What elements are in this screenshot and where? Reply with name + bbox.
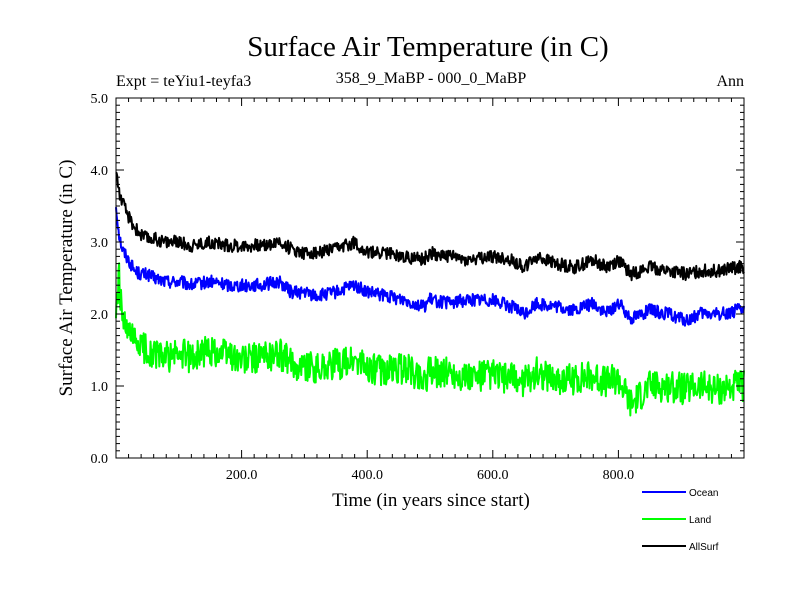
y-tick-label: 2.0	[91, 308, 109, 323]
x-tick-label: 400.0	[351, 468, 383, 483]
chart-subtitle-right: Ann	[716, 73, 744, 90]
series-layer	[115, 171, 745, 417]
legend: Ocean Land AllSurf	[642, 488, 719, 553]
x-tick-label: 600.0	[477, 468, 509, 483]
series-line-ocean	[115, 207, 745, 327]
chart-title: Surface Air Temperature (in C)	[247, 31, 608, 63]
y-tick-label: 4.0	[91, 164, 109, 179]
y-tick-label: 1.0	[91, 380, 109, 395]
x-axis-label: Time (in years since start)	[332, 490, 530, 511]
legend-label-allsurf: AllSurf	[689, 542, 719, 553]
legend-label-land: Land	[689, 515, 711, 526]
y-axis-label: Surface Air Temperature (in C)	[56, 160, 77, 397]
chart-subtitle-center: 358_9_MaBP - 000_0_MaBP	[336, 70, 527, 87]
y-tick-label: 3.0	[91, 236, 109, 251]
series-line-allsurf	[115, 171, 745, 282]
y-tick-label: 5.0	[91, 92, 109, 107]
axes: 0.0 1.0 2.0 3.0 4.0 5.0 200.0 400.0 600.0 800.0	[91, 92, 745, 483]
x-tick-label: 200.0	[226, 468, 258, 483]
chart-subtitle-left: Expt = teYiu1-teyfa3	[116, 73, 251, 90]
legend-label-ocean: Ocean	[689, 488, 718, 499]
x-tick-label: 800.0	[603, 468, 635, 483]
series-line-land	[115, 262, 745, 417]
y-tick-label: 0.0	[91, 452, 109, 467]
